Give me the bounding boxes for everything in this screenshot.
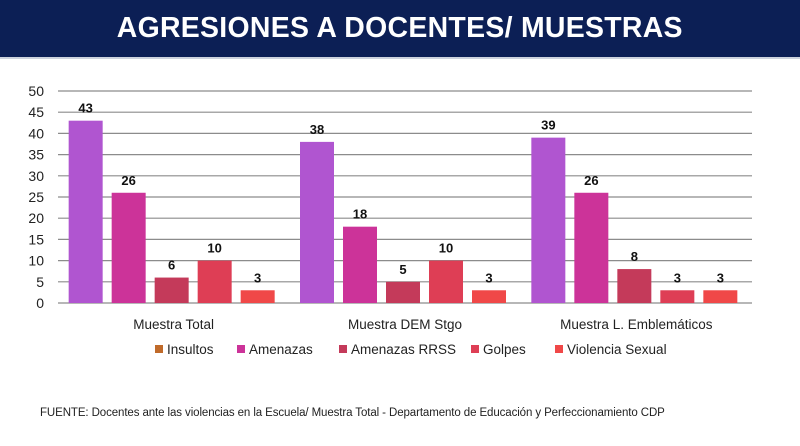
legend-item: Amenazas xyxy=(237,342,313,357)
legend-item: Golpes xyxy=(471,342,526,357)
legend-label: Insultos xyxy=(167,342,214,357)
bars xyxy=(68,120,738,304)
data-label: 3 xyxy=(674,270,681,285)
legend-label: Violencia Sexual xyxy=(567,342,667,357)
legend-label: Golpes xyxy=(483,342,526,357)
data-label: 8 xyxy=(631,249,638,264)
data-label: 38 xyxy=(310,122,324,137)
legend-label: Amenazas xyxy=(249,342,313,357)
y-tick-label: 40 xyxy=(28,125,44,141)
legend-swatch xyxy=(339,345,347,353)
bar xyxy=(472,290,506,303)
data-label: 10 xyxy=(439,241,453,256)
bar xyxy=(197,260,232,303)
data-label: 43 xyxy=(78,101,92,116)
data-label: 3 xyxy=(717,270,724,285)
bar xyxy=(660,290,695,303)
x-tick-label: Muestra L. Emblemáticos xyxy=(560,317,713,332)
x-tick-label: Muestra Total xyxy=(133,317,214,332)
data-label: 3 xyxy=(254,270,261,285)
legend-label: Amenazas RRSS xyxy=(351,342,456,357)
legend: Insultos Amenazas Amenazas RRSS Golpes Viole… xyxy=(155,342,667,357)
bar xyxy=(617,269,652,303)
legend-swatch xyxy=(555,345,563,353)
bar xyxy=(703,290,738,303)
data-label: 6 xyxy=(168,258,175,273)
bar xyxy=(300,141,334,303)
y-tick-label: 25 xyxy=(28,189,44,205)
y-tick-label: 10 xyxy=(28,253,44,269)
bar xyxy=(574,192,609,303)
legend-item: Violencia Sexual xyxy=(555,342,667,357)
title-banner: AGRESIONES A DOCENTES/ MUESTRAS xyxy=(0,0,800,57)
y-tick-label: 30 xyxy=(28,168,44,184)
source-note: FUENTE: Docentes ante las violencias en … xyxy=(40,407,665,419)
data-label: 26 xyxy=(121,173,135,188)
y-axis-ticks: 0 5 10 15 20 25 30 35 40 45 50 xyxy=(28,83,44,311)
y-tick-label: 45 xyxy=(28,104,44,120)
data-label: 5 xyxy=(399,262,406,277)
data-label: 26 xyxy=(584,173,598,188)
bar xyxy=(240,290,275,303)
legend-item: Insultos xyxy=(155,342,214,357)
bar xyxy=(343,226,377,303)
x-tick-label: Muestra DEM Stgo xyxy=(348,317,462,332)
data-labels: 43 26 6 10 3 38 18 5 10 3 39 26 8 3 3 xyxy=(78,101,724,286)
banner-divider xyxy=(0,57,800,59)
y-tick-label: 5 xyxy=(36,274,44,290)
legend-swatch xyxy=(471,345,479,353)
bar xyxy=(68,120,103,304)
bar xyxy=(111,192,146,303)
data-label: 18 xyxy=(353,207,367,222)
bar xyxy=(154,277,189,303)
bar xyxy=(429,260,463,303)
legend-item: Amenazas RRSS xyxy=(339,342,456,357)
bar xyxy=(386,281,420,303)
y-tick-label: 0 xyxy=(36,295,44,311)
bar xyxy=(531,137,566,303)
y-tick-label: 15 xyxy=(28,231,44,247)
y-tick-label: 50 xyxy=(28,83,44,99)
page-title: AGRESIONES A DOCENTES/ MUESTRAS xyxy=(116,12,683,44)
y-tick-label: 20 xyxy=(28,210,44,226)
data-label: 3 xyxy=(485,270,492,285)
legend-swatch xyxy=(155,345,163,353)
data-label: 10 xyxy=(207,241,221,256)
x-axis-ticks: Muestra Total Muestra DEM Stgo Muestra L. … xyxy=(133,317,712,332)
legend-swatch xyxy=(237,345,245,353)
data-label: 39 xyxy=(541,118,555,133)
y-tick-label: 35 xyxy=(28,147,44,163)
